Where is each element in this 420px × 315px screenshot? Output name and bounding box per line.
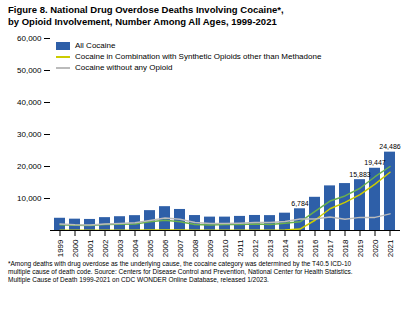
svg-text:24,486: 24,486 — [379, 143, 401, 150]
html-text:Multiple Cause of Death 1999-2: Multiple Cause of Death 1999-2021 on CDC… — [8, 276, 269, 283]
html-text:multiple cause of death code.: multiple cause of death code. Source: Ce… — [8, 268, 353, 275]
svg-text:2001: 2001 — [86, 239, 95, 257]
svg-text:2021: 2021 — [386, 239, 395, 257]
svg-text:1999: 1999 — [56, 239, 65, 257]
svg-text:2007: 2007 — [176, 239, 185, 257]
svg-text:2015: 2015 — [296, 239, 305, 257]
svg-text:2017: 2017 — [326, 239, 335, 257]
svg-text:2011: 2011 — [236, 239, 245, 257]
html-text:All Cocaine: All Cocaine — [75, 41, 116, 50]
svg-text:30,000: 30,000 — [17, 130, 42, 139]
svg-text:50,000: 50,000 — [17, 66, 42, 75]
svg-text:2008: 2008 — [191, 239, 200, 257]
svg-text:2009: 2009 — [206, 239, 215, 257]
html-text:by Opioid Involvement, Number: by Opioid Involvement, Number Among All … — [8, 16, 277, 27]
svg-text:60,000: 60,000 — [17, 34, 42, 43]
svg-text:19,447: 19,447 — [364, 159, 386, 166]
html-text:Cocaine in Combination with Sy: Cocaine in Combination with Synthetic Op… — [75, 52, 322, 61]
svg-text:15,883: 15,883 — [349, 171, 371, 178]
svg-text:2014: 2014 — [281, 239, 290, 257]
svg-text:2003: 2003 — [116, 239, 125, 257]
svg-text:2019: 2019 — [356, 239, 365, 257]
svg-text:2006: 2006 — [161, 239, 170, 257]
svg-text:2000: 2000 — [71, 239, 80, 257]
html-text:Figure 8. National Drug Overdo: Figure 8. National Drug Overdose Deaths … — [8, 4, 284, 15]
svg-text:6,784: 6,784 — [291, 200, 309, 207]
svg-text:20,000: 20,000 — [17, 162, 42, 171]
html-text:Cocaine without any Opioid: Cocaine without any Opioid — [75, 63, 173, 72]
svg-text:2012: 2012 — [251, 239, 260, 257]
svg-text:2010: 2010 — [221, 239, 230, 257]
svg-text:2005: 2005 — [146, 239, 155, 257]
svg-text:10,000: 10,000 — [17, 194, 42, 203]
svg-text:2004: 2004 — [131, 239, 140, 257]
svg-text:40,000: 40,000 — [17, 98, 42, 107]
svg-text:2018: 2018 — [341, 239, 350, 257]
html-text:*Among deaths with drug overdo: *Among deaths with drug overdose as the … — [8, 260, 352, 267]
svg-text:2020: 2020 — [371, 239, 380, 257]
svg-text:2002: 2002 — [101, 239, 110, 257]
svg-text:2013: 2013 — [266, 239, 275, 257]
svg-text:2016: 2016 — [311, 239, 320, 257]
